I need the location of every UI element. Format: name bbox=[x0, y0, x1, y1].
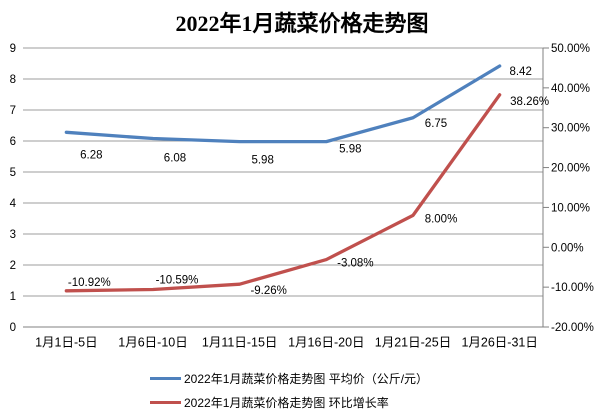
y-right-tick-label: 40.00% bbox=[551, 83, 590, 95]
x-axis-label: 1月16日-20日 bbox=[288, 335, 364, 349]
y-right-tick-label: 30.00% bbox=[551, 123, 590, 135]
y-right-tick-label: 50.00% bbox=[551, 43, 590, 55]
y-right-tick-label: 10.00% bbox=[551, 202, 590, 214]
y-right-tick-label: 20.00% bbox=[551, 163, 590, 175]
y-left-tick-label: 9 bbox=[10, 43, 16, 55]
data-label: 6.08 bbox=[164, 153, 186, 165]
y-left-tick-label: 3 bbox=[10, 229, 16, 241]
data-label: -9.26% bbox=[250, 285, 286, 297]
x-axis-label: 1月6日-10日 bbox=[118, 335, 187, 349]
legend-item-avg-price: 2022年1月蔬菜价格走势图 平均价（公斤/元） bbox=[150, 366, 428, 390]
y-left-tick-label: 0 bbox=[10, 322, 16, 334]
y-left-tick-label: 4 bbox=[10, 198, 17, 210]
y-left-tick-label: 7 bbox=[10, 105, 16, 117]
data-label: -3.08% bbox=[337, 258, 373, 270]
data-label: 8.42 bbox=[509, 66, 531, 78]
data-label: -10.59% bbox=[156, 275, 199, 287]
y-left-tick-label: 2 bbox=[10, 260, 16, 272]
data-label: 6.75 bbox=[425, 118, 447, 130]
legend-item-growth-rate: 2022年1月蔬菜价格走势图 环比增长率 bbox=[150, 390, 428, 414]
x-axis-label: 1月11日-15日 bbox=[202, 335, 278, 349]
data-label: 5.98 bbox=[339, 144, 361, 156]
data-label: 5.98 bbox=[251, 155, 273, 167]
data-label: 6.28 bbox=[80, 149, 102, 161]
series-line-avg-price bbox=[64, 64, 502, 144]
legend: 2022年1月蔬菜价格走势图 平均价（公斤/元） 2022年1月蔬菜价格走势图 … bbox=[150, 366, 428, 414]
series-line-growth-rate bbox=[64, 93, 502, 293]
y-right-tick-label: -20.00% bbox=[551, 322, 594, 334]
legend-label-growth-rate: 2022年1月蔬菜价格走势图 环比增长率 bbox=[184, 395, 389, 410]
data-label: -10.92% bbox=[68, 277, 111, 289]
y-left-tick-label: 5 bbox=[10, 167, 16, 179]
data-label: 8.00% bbox=[425, 213, 458, 225]
y-right-tick-label: -10.00% bbox=[551, 282, 594, 294]
legend-line-growth-rate bbox=[150, 400, 181, 404]
data-label: 38.26% bbox=[510, 96, 549, 108]
y-left-tick-label: 1 bbox=[10, 291, 16, 303]
y-right-tick-label: 0.00% bbox=[551, 242, 584, 254]
legend-label-avg-price: 2022年1月蔬菜价格走势图 平均价（公斤/元） bbox=[184, 371, 429, 386]
y-left-tick-label: 8 bbox=[10, 74, 16, 86]
x-axis-label: 1月21日-25日 bbox=[375, 335, 451, 349]
legend-line-avg-price bbox=[150, 376, 181, 380]
x-axis-label: 1月1日-5日 bbox=[35, 335, 98, 349]
chart-title: 2022年1月蔬菜价格走势图 bbox=[175, 11, 429, 36]
y-left-tick-label: 6 bbox=[10, 136, 16, 148]
x-axis-label: 1月26日-31日 bbox=[461, 335, 537, 349]
